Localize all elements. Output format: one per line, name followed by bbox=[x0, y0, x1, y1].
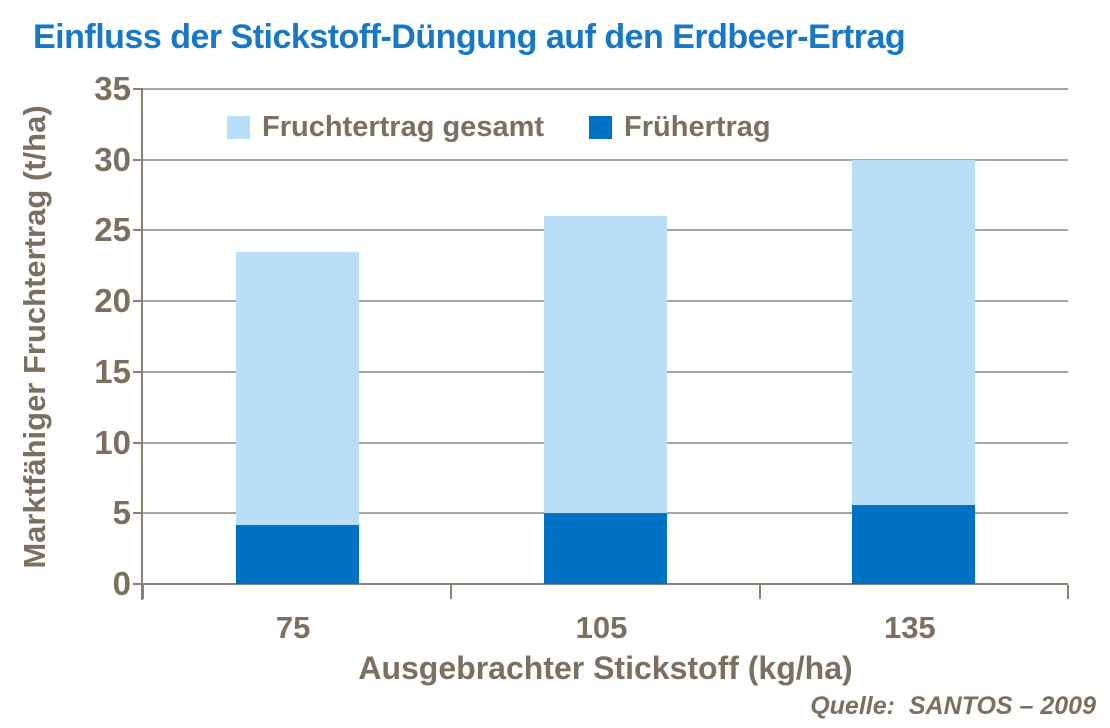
y-tick-label-20: 20 bbox=[94, 282, 131, 320]
y-tick-25 bbox=[133, 229, 143, 232]
legend-label-fruehertrag: Frühertrag bbox=[624, 111, 771, 143]
source-credit: Quelle: SANTOS – 2009 bbox=[810, 692, 1096, 720]
legend-item-fruehertrag: Frühertrag bbox=[589, 111, 771, 144]
y-tick-label-25: 25 bbox=[94, 211, 131, 249]
y-tick-10 bbox=[133, 441, 143, 444]
x-tick-label-105: 105 bbox=[575, 610, 628, 645]
y-axis-title: Marktfähiger Fruchtertrag (t/ha) bbox=[17, 105, 52, 569]
x-tick-0 bbox=[142, 585, 144, 599]
y-tick-15 bbox=[133, 370, 143, 373]
y-tick-35 bbox=[133, 88, 143, 90]
y-tick-5 bbox=[133, 512, 143, 515]
legend-swatch-fruchtertrag-gesamt bbox=[227, 116, 250, 139]
legend-item-fruchtertrag-gesamt: Fruchtertrag gesamt bbox=[227, 111, 544, 144]
y-tick-label-15: 15 bbox=[94, 352, 131, 390]
y-tick-20 bbox=[133, 300, 143, 303]
y-tick-label-5: 5 bbox=[112, 494, 131, 532]
y-tick-0 bbox=[133, 583, 143, 585]
plot-area: 75 105 135 bbox=[133, 88, 1069, 645]
x-tick-label-135: 135 bbox=[883, 610, 936, 645]
bar-early-135 bbox=[852, 504, 976, 584]
x-axis-title: Ausgebrachter Stickstoff (kg/ha) bbox=[358, 650, 853, 686]
y-tick-30 bbox=[133, 158, 143, 161]
legend: Fruchtertrag gesamt Frühertrag bbox=[227, 111, 771, 144]
y-axis-line bbox=[141, 89, 143, 600]
x-tick-label-75: 75 bbox=[275, 610, 311, 645]
x-tick-2 bbox=[758, 585, 761, 599]
legend-label-fruchtertrag-gesamt: Fruchtertrag gesamt bbox=[262, 111, 545, 143]
gridline-35 bbox=[143, 88, 1068, 90]
y-tick-label-30: 30 bbox=[94, 140, 131, 178]
y-tick-label-0: 0 bbox=[112, 565, 131, 602]
gridline-30 bbox=[143, 158, 1068, 161]
bar-early-75 bbox=[235, 524, 359, 584]
bar-early-105 bbox=[544, 513, 667, 584]
x-tick-3 bbox=[1067, 585, 1069, 599]
x-axis-line bbox=[133, 583, 1068, 585]
y-tick-label-10: 10 bbox=[94, 423, 131, 461]
y-tick-label-35: 35 bbox=[94, 70, 131, 107]
legend-swatch-fruehertrag bbox=[589, 116, 613, 139]
chart-title: Einfluss der Stickstoff-Düngung auf den … bbox=[33, 18, 906, 56]
x-tick-1 bbox=[450, 585, 453, 599]
